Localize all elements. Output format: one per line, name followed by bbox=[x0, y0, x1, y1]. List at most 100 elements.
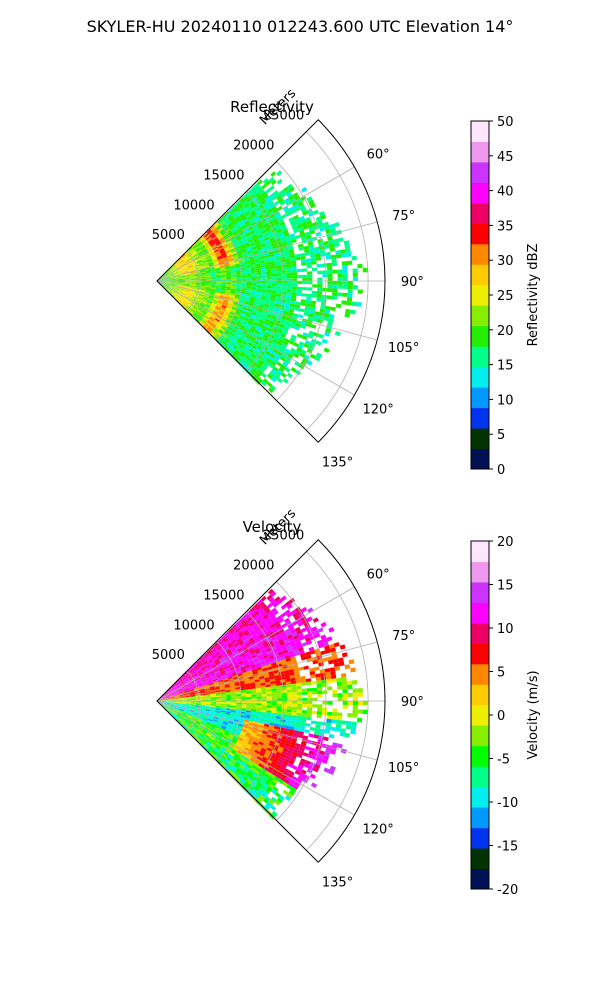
colorbar-tick-label: 20 bbox=[497, 324, 514, 339]
field-cell bbox=[163, 692, 168, 696]
field-cell bbox=[247, 331, 254, 336]
field-cell bbox=[204, 253, 210, 257]
field-cell bbox=[220, 690, 226, 693]
field-cell bbox=[163, 706, 168, 710]
field-cell bbox=[184, 689, 190, 693]
field-cell bbox=[235, 668, 241, 672]
field-cell bbox=[327, 284, 333, 289]
field-cell bbox=[195, 318, 201, 323]
field-cell bbox=[218, 666, 224, 671]
field-cell bbox=[183, 676, 188, 681]
field-cell bbox=[266, 689, 272, 692]
field-cell bbox=[268, 304, 275, 309]
field-cell bbox=[259, 367, 265, 373]
field-cell bbox=[256, 336, 263, 341]
field-cell bbox=[178, 299, 183, 304]
field-cell bbox=[163, 272, 168, 276]
field-cell bbox=[253, 182, 260, 189]
field-cell bbox=[209, 712, 215, 715]
field-cell bbox=[308, 765, 315, 771]
field-cell bbox=[169, 273, 175, 276]
field-cell bbox=[164, 705, 169, 709]
field-cell bbox=[194, 709, 200, 712]
colorbar-segment bbox=[471, 407, 489, 429]
field-cell bbox=[260, 338, 267, 344]
field-cell bbox=[226, 253, 232, 257]
field-cell bbox=[259, 737, 266, 741]
field-cell bbox=[283, 639, 290, 644]
field-cell bbox=[250, 266, 256, 270]
field-cell bbox=[350, 667, 356, 673]
field-cell bbox=[198, 734, 204, 739]
field-cell bbox=[270, 751, 276, 757]
field-cell bbox=[265, 261, 271, 265]
field-cell bbox=[215, 745, 221, 751]
field-cell bbox=[249, 682, 256, 686]
field-cell bbox=[284, 628, 291, 634]
field-cell bbox=[196, 259, 202, 263]
field-cell bbox=[169, 693, 175, 696]
field-cell bbox=[281, 661, 288, 666]
field-cell bbox=[196, 719, 202, 723]
field-cell bbox=[264, 225, 271, 230]
field-cell bbox=[249, 678, 255, 682]
field-cell bbox=[299, 308, 305, 313]
field-cell bbox=[303, 774, 310, 780]
field-cell bbox=[180, 716, 186, 720]
field-cell bbox=[296, 292, 302, 297]
field-cell bbox=[160, 697, 165, 700]
radial-tick-label: 20000 bbox=[233, 559, 274, 574]
field-cell bbox=[225, 271, 231, 274]
field-cell bbox=[220, 307, 226, 312]
field-cell bbox=[249, 720, 255, 724]
field-cell bbox=[226, 726, 232, 731]
field-cell bbox=[196, 298, 202, 302]
field-cell bbox=[211, 702, 217, 704]
field-cell bbox=[259, 241, 266, 245]
field-cell bbox=[259, 317, 266, 321]
field-cell bbox=[296, 643, 303, 649]
field-cell bbox=[362, 267, 368, 273]
field-cell bbox=[325, 748, 332, 754]
field-cell bbox=[294, 253, 301, 258]
field-cell bbox=[223, 637, 229, 643]
field-cell bbox=[315, 352, 323, 358]
field-cell bbox=[256, 232, 262, 237]
field-cell bbox=[218, 330, 224, 335]
field-cell bbox=[230, 750, 236, 755]
field-cell bbox=[195, 281, 201, 283]
field-cell bbox=[268, 251, 274, 255]
field-cell bbox=[213, 729, 219, 734]
field-cell bbox=[178, 689, 184, 693]
field-cell bbox=[342, 277, 348, 281]
field-cell bbox=[241, 691, 247, 694]
field-cell bbox=[213, 238, 219, 243]
colorbar-segment bbox=[471, 223, 489, 245]
field-cell bbox=[195, 288, 201, 291]
field-cell bbox=[255, 758, 261, 764]
field-cell bbox=[265, 717, 271, 721]
field-cell bbox=[231, 251, 237, 255]
field-cell bbox=[194, 303, 199, 308]
field-cell bbox=[265, 681, 271, 685]
field-cell bbox=[264, 780, 271, 786]
field-cell bbox=[200, 707, 206, 710]
field-cell bbox=[236, 671, 243, 675]
field-cell bbox=[183, 687, 189, 691]
field-cell bbox=[229, 262, 235, 266]
field-cell bbox=[240, 643, 246, 648]
field-cell bbox=[195, 693, 201, 696]
field-cell bbox=[283, 310, 289, 315]
field-cell bbox=[180, 275, 186, 277]
field-cell bbox=[297, 201, 304, 207]
field-cell bbox=[352, 705, 358, 710]
field-cell bbox=[250, 755, 257, 761]
field-cell bbox=[307, 333, 314, 339]
field-cell bbox=[230, 713, 236, 716]
field-cell bbox=[241, 236, 248, 241]
field-cell bbox=[245, 343, 252, 349]
field-cell bbox=[205, 286, 211, 288]
field-cell bbox=[255, 363, 262, 370]
field-cell bbox=[204, 726, 210, 730]
field-cell bbox=[249, 370, 256, 376]
